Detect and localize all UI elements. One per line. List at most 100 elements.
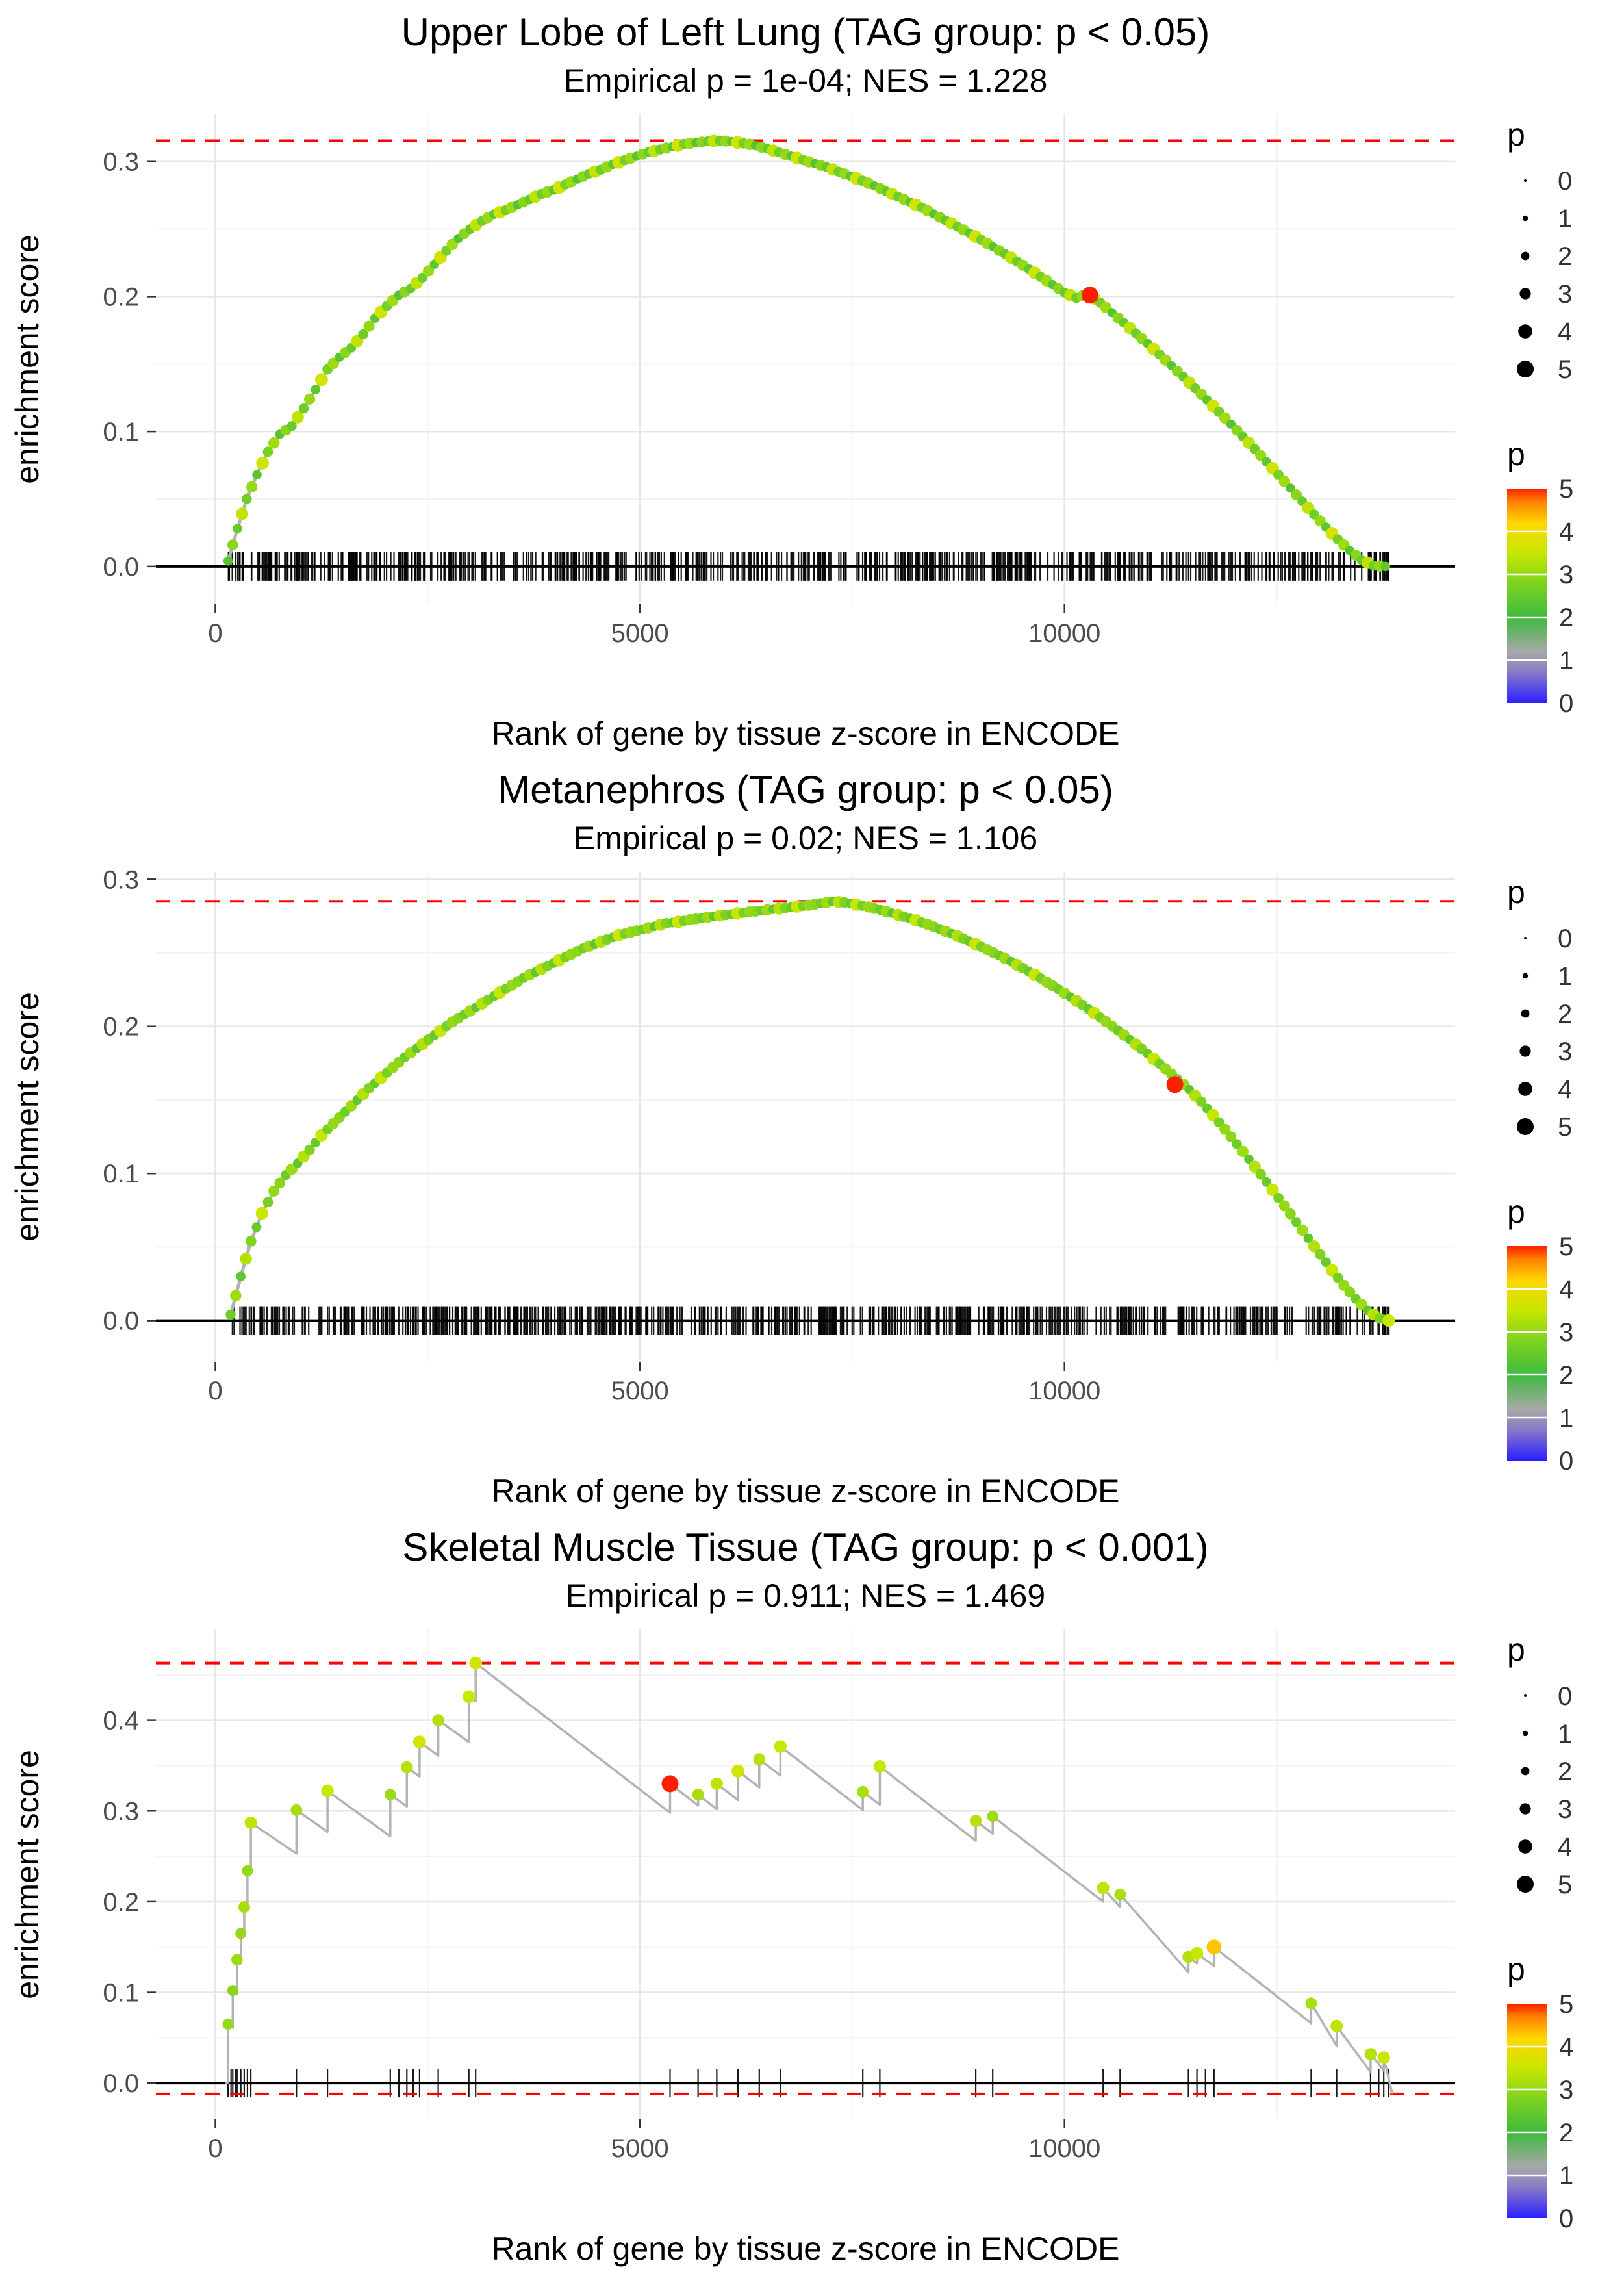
colorbar-gradient [1507, 2004, 1547, 2219]
highlight-point [661, 1775, 679, 1793]
panel-skeletal-muscle: Skeletal Muscle Tissue (TAG group: p < 0… [0, 1515, 1624, 2273]
colorbar-label: 4 [1559, 518, 1573, 546]
size-legend: p 0 1 2 3 4 5 [1507, 874, 1572, 1142]
chart-subtitle: Empirical p = 0.911; NES = 1.469 [565, 1578, 1046, 1615]
size-legend-dot [1517, 1118, 1534, 1136]
chart-title: Upper Lobe of Left Lung (TAG group: p < … [401, 10, 1210, 54]
size-legend-label: 4 [1558, 1833, 1572, 1861]
colorbar-label: 1 [1559, 646, 1573, 675]
size-legend-label: 0 [1558, 167, 1572, 196]
size-legend-dot [1522, 973, 1529, 979]
size-legend-title: p [1507, 874, 1525, 910]
colorbar-label: 4 [1559, 2033, 1573, 2062]
size-legend-label: 2 [1558, 1000, 1572, 1028]
y-tick-label: 0.4 [103, 1707, 139, 1735]
y-tick-label: 0.3 [103, 866, 139, 895]
colorbar-label: 0 [1559, 2204, 1573, 2230]
axis-ticks: 0 5000 10000 0.0 0.1 0.2 0.3 [103, 148, 1100, 648]
y-tick-label: 0.1 [103, 418, 139, 446]
grid-minor [156, 872, 1455, 1362]
size-legend-label: 2 [1558, 242, 1572, 271]
y-tick-label: 0.0 [103, 1307, 139, 1336]
colorbar-label: 3 [1559, 2076, 1573, 2104]
size-legend-label: 2 [1558, 1757, 1572, 1786]
y-tick-label: 0.2 [103, 1888, 139, 1917]
size-legend-dot [1518, 1839, 1532, 1854]
y-tick-label: 0.0 [103, 553, 139, 581]
x-tick-label: 10000 [1028, 1377, 1100, 1405]
colorbar-gradient [1507, 1246, 1547, 1461]
size-legend-label: 0 [1558, 1682, 1572, 1711]
chart-title: Skeletal Muscle Tissue (TAG group: p < 0… [402, 1526, 1209, 1569]
size-legend-title: p [1507, 1631, 1525, 1668]
chart-subtitle: Empirical p = 1e-04; NES = 1.228 [563, 62, 1048, 99]
chart-body: enrichment score 0 5000 10000 0.0 0.1 0.2 0.3 0… [0, 1619, 1624, 2230]
size-legend-dot [1524, 937, 1527, 940]
es-extreme-dashlines [156, 1661, 1455, 2096]
color-legend: p 5 4 3 2 1 0 [1507, 1194, 1573, 1472]
colorbar-label: 3 [1559, 1318, 1573, 1347]
size-legend-label: 3 [1558, 1795, 1572, 1824]
colorbar-label: 0 [1559, 1447, 1573, 1472]
size-legend-title: p [1507, 116, 1525, 153]
colorbar-label: 5 [1559, 1990, 1573, 2019]
size-legend: p 0 1 2 3 4 5 [1507, 116, 1572, 384]
color-legend: p 5 4 3 2 1 0 [1507, 436, 1573, 715]
enrichment-plot-upper-lobe: 0 5000 10000 0.0 0.1 0.2 0.3 p 0 1 2 3 4 5 p 5 4 3 2 1 0 [103, 114, 1573, 715]
size-legend-dot [1518, 324, 1532, 339]
colorbar-label: 2 [1559, 1361, 1573, 1390]
y-tick-label: 0.2 [103, 283, 139, 312]
size-legend-dot [1521, 1009, 1530, 1018]
x-tick-label: 0 [208, 619, 222, 648]
x-axis-title: Rank of gene by tissue z-score in ENCODE [491, 715, 1120, 752]
size-legend-label: 4 [1558, 1075, 1572, 1104]
size-legend-dot [1519, 288, 1531, 300]
size-legend-label: 4 [1558, 318, 1572, 346]
size-legend-dot [1524, 1694, 1527, 1698]
colorbar-label: 5 [1559, 1233, 1573, 1261]
plot-background [156, 114, 1455, 605]
colorbar-label: 1 [1559, 1404, 1573, 1433]
size-legend-dot [1522, 215, 1529, 222]
x-tick-label: 5000 [611, 1377, 669, 1405]
x-tick-label: 0 [208, 1377, 222, 1405]
colorbar-label: 0 [1559, 689, 1573, 715]
size-legend-label: 1 [1558, 205, 1572, 233]
size-legend-dot [1517, 1876, 1534, 1893]
y-tick-label: 0.3 [103, 1797, 139, 1826]
colorbar-label: 2 [1559, 2119, 1573, 2147]
chart-body: enrichment score 0 5000 10000 0.0 0.1 0.2 0.3 p… [0, 104, 1624, 715]
x-tick-label: 10000 [1028, 619, 1100, 648]
x-tick-label: 5000 [611, 2134, 669, 2163]
plot-background [156, 872, 1455, 1362]
size-legend-dot [1518, 1082, 1532, 1096]
size-legend-label: 1 [1558, 1720, 1572, 1748]
size-legend-label: 5 [1558, 1871, 1572, 1899]
gene-rug [231, 1306, 1390, 1335]
color-legend-title: p [1507, 436, 1525, 472]
colorbar-label: 4 [1559, 1275, 1573, 1304]
size-legend-dot [1524, 179, 1527, 183]
curve-points [222, 1656, 1390, 2064]
gene-rug [227, 552, 1389, 581]
size-legend-dot [1521, 251, 1530, 261]
y-tick-label: 0.1 [103, 1160, 139, 1188]
gene-rug [227, 2069, 1390, 2098]
size-legend-label: 5 [1558, 1113, 1572, 1142]
size-legend-label: 3 [1558, 280, 1572, 309]
chart-title: Metanephros (TAG group: p < 0.05) [498, 768, 1113, 811]
y-tick-label: 0.0 [103, 2069, 139, 2098]
y-axis-title: enrichment score [9, 992, 45, 1242]
axis-ticks: 0 5000 10000 0.0 0.1 0.2 0.3 [103, 866, 1100, 1406]
size-legend-dot [1519, 1045, 1531, 1057]
panel-metanephros: Metanephros (TAG group: p < 0.05) Empiri… [0, 758, 1624, 1515]
x-tick-label: 5000 [611, 619, 669, 648]
y-tick-label: 0.2 [103, 1013, 139, 1041]
size-legend-dot [1521, 1767, 1530, 1776]
color-legend: p 5 4 3 2 1 0 [1507, 1951, 1573, 2230]
panel-upper-lobe-left-lung: Upper Lobe of Left Lung (TAG group: p < … [0, 0, 1624, 758]
size-legend-dot [1522, 1730, 1529, 1737]
size-legend-label: 1 [1558, 962, 1572, 991]
plot-background [156, 1629, 1455, 2120]
colorbar-label: 5 [1559, 475, 1573, 504]
